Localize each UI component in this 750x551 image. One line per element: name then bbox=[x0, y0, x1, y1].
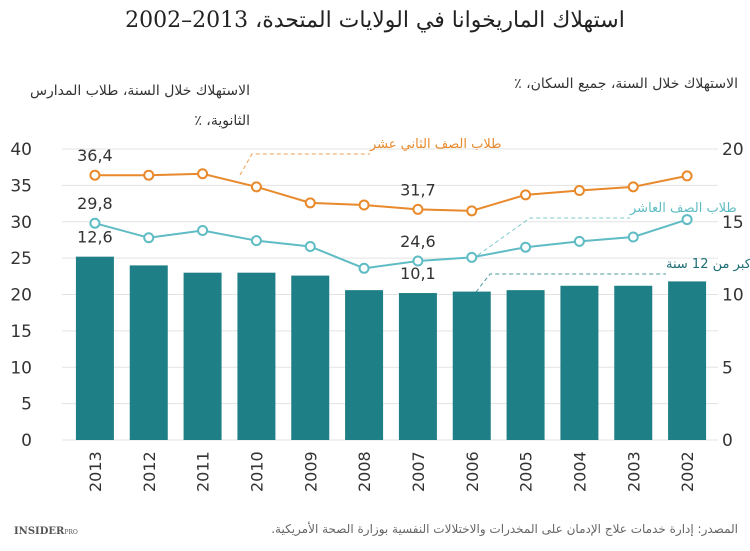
right-tick-label: 20 bbox=[722, 140, 744, 160]
line-point bbox=[520, 189, 532, 201]
line-point bbox=[89, 217, 101, 229]
source-note: المصدر: إدارة خدمات علاج الإدمان على الم… bbox=[271, 522, 738, 536]
left-tick-label: 0 bbox=[21, 431, 32, 451]
x-tick-label: 2006 bbox=[463, 451, 482, 492]
x-tick-label: 2002 bbox=[678, 451, 697, 492]
bar bbox=[452, 291, 491, 440]
x-tick-label: 2011 bbox=[194, 451, 213, 492]
left-tick-label: 15 bbox=[10, 322, 32, 342]
bar bbox=[237, 272, 276, 440]
left-tick-label: 20 bbox=[10, 286, 32, 306]
line-point bbox=[358, 199, 370, 211]
line-point bbox=[573, 184, 585, 196]
line-point bbox=[143, 169, 155, 181]
line-point bbox=[466, 251, 478, 263]
annotation-leader bbox=[239, 153, 370, 176]
line-point bbox=[520, 241, 532, 253]
data-label: 24,6 bbox=[400, 232, 436, 251]
left-tick-label: 10 bbox=[10, 358, 32, 378]
line-point bbox=[89, 169, 101, 181]
line-point bbox=[250, 181, 262, 193]
left-axis-label: الاستهلاك خلال السنة، طلاب المدارس الثان… bbox=[29, 83, 250, 129]
insider-logo: INSIDERPRO bbox=[14, 526, 78, 537]
right-tick-label: 15 bbox=[722, 213, 744, 233]
line-point bbox=[466, 205, 478, 217]
series-line bbox=[94, 218, 688, 270]
line-point bbox=[573, 235, 585, 247]
x-tick-label: 2012 bbox=[140, 451, 159, 492]
line-point bbox=[197, 168, 209, 180]
line-point bbox=[627, 231, 639, 243]
data-label: 31,7 bbox=[400, 180, 436, 199]
line-point bbox=[412, 203, 424, 215]
data-label: 36,4 bbox=[77, 146, 113, 165]
bar bbox=[345, 290, 384, 440]
bar bbox=[291, 275, 330, 440]
data-label: 29,8 bbox=[77, 194, 113, 213]
line-point bbox=[197, 224, 209, 236]
left-tick-label: 35 bbox=[10, 176, 32, 196]
bar bbox=[398, 293, 437, 440]
x-tick-label: 2004 bbox=[570, 451, 589, 492]
series-line bbox=[94, 172, 688, 212]
annotation-leader bbox=[477, 217, 630, 256]
right-tick-label: 5 bbox=[722, 358, 733, 378]
bar bbox=[183, 272, 222, 440]
line-point bbox=[627, 181, 639, 193]
line-point bbox=[412, 255, 424, 267]
right-tick-label: 10 bbox=[722, 286, 744, 306]
bar bbox=[614, 285, 653, 440]
bar bbox=[506, 290, 545, 440]
x-tick-label: 2009 bbox=[301, 451, 320, 492]
data-label: 12,6 bbox=[77, 228, 113, 247]
bar bbox=[129, 265, 168, 440]
right-axis-label: الاستهلاك خلال السنة، جميع السكان، ٪ bbox=[514, 76, 738, 92]
x-tick-label: 2005 bbox=[517, 451, 536, 492]
line-point bbox=[250, 235, 262, 247]
left-tick-label: 5 bbox=[21, 395, 32, 415]
bar bbox=[560, 285, 599, 440]
right-tick-label: 0 bbox=[722, 431, 733, 451]
x-tick-label: 2008 bbox=[355, 451, 374, 492]
left-tick-label: 40 bbox=[10, 140, 32, 160]
annotation-leader bbox=[475, 273, 666, 293]
line-point bbox=[143, 232, 155, 244]
data-label: 10,1 bbox=[400, 264, 436, 283]
chart-title: استهلاك الماريخوانا في الولايات المتحدة،… bbox=[125, 8, 625, 33]
x-tick-label: 2007 bbox=[409, 451, 428, 492]
line-point bbox=[304, 197, 316, 209]
x-tick-label: 2013 bbox=[86, 451, 105, 492]
series-annotation: طلاب الصف العاشر bbox=[629, 201, 737, 216]
line-point bbox=[358, 262, 370, 274]
series-annotation: جميع السكان بأعمار أكبر من 12 سنة bbox=[666, 254, 750, 272]
x-tick-label: 2003 bbox=[624, 451, 643, 492]
bar bbox=[668, 281, 707, 440]
line-point bbox=[681, 170, 693, 182]
series-annotation: طلاب الصف الثاني عشر bbox=[369, 137, 501, 152]
left-tick-label: 30 bbox=[10, 213, 32, 233]
left-tick-label: 25 bbox=[10, 249, 32, 269]
bar bbox=[75, 256, 114, 440]
line-point bbox=[681, 214, 693, 226]
line-point bbox=[304, 240, 316, 252]
x-tick-label: 2010 bbox=[247, 451, 266, 492]
